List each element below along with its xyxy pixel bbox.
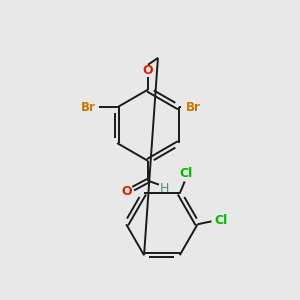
Text: O: O	[143, 64, 153, 77]
Text: Br: Br	[186, 101, 201, 114]
Text: O: O	[121, 185, 131, 198]
Text: H: H	[160, 182, 170, 195]
Text: Cl: Cl	[215, 214, 228, 227]
Text: Br: Br	[81, 101, 96, 114]
Text: Cl: Cl	[179, 167, 192, 180]
